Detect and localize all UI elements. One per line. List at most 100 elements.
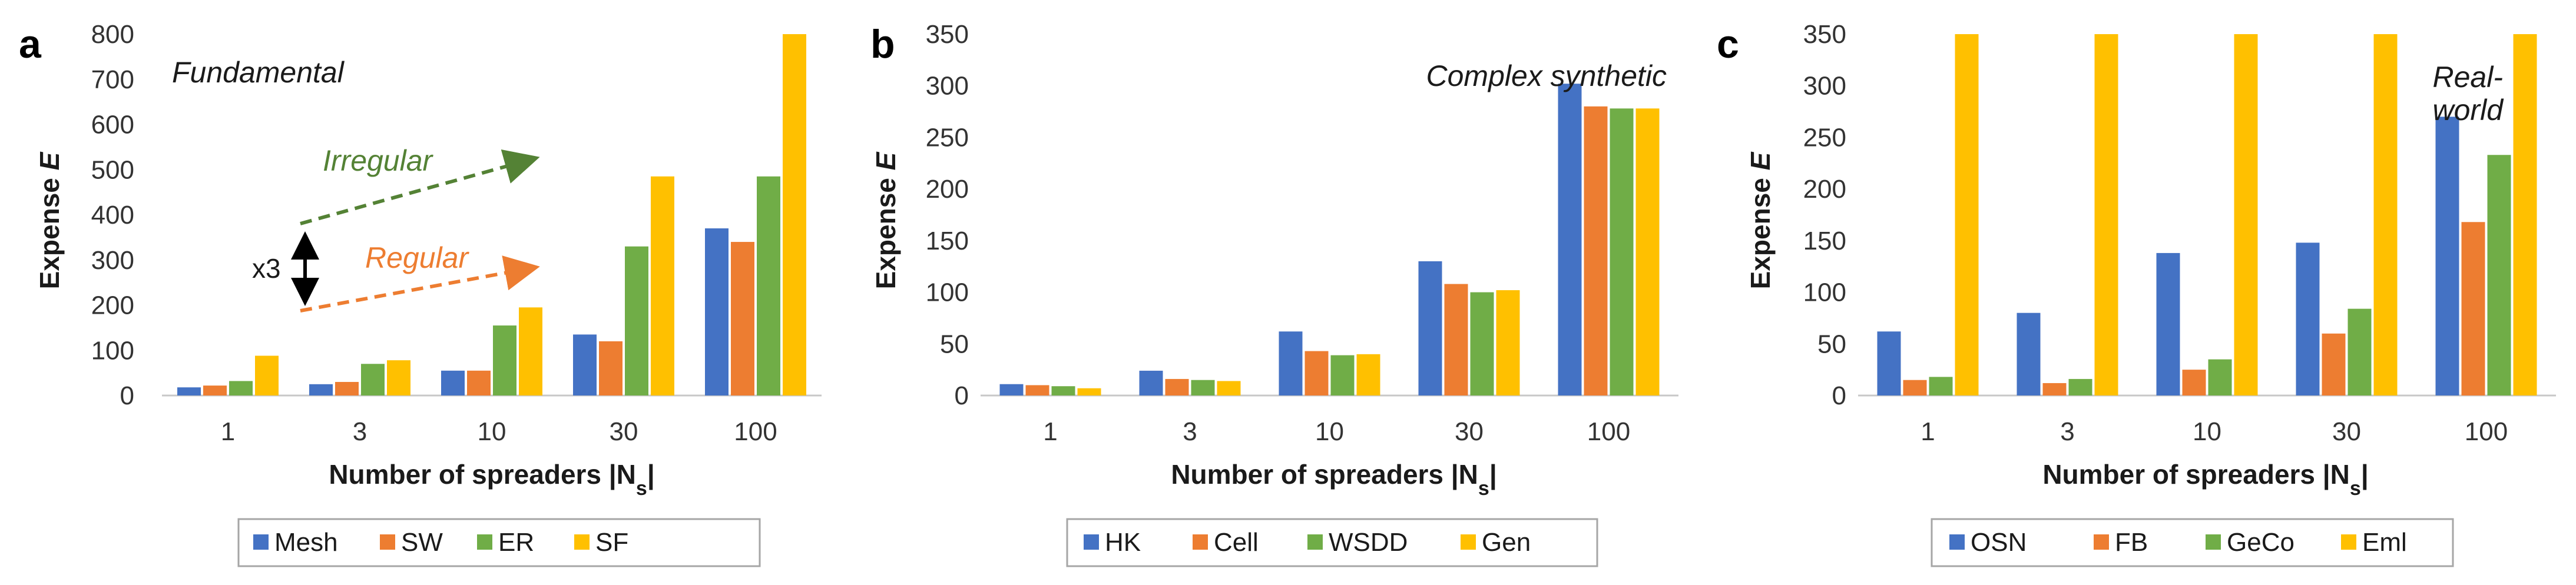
panel-c-bar-eml-1 — [1955, 34, 1979, 395]
panel-a-ytick-label: 800 — [91, 20, 134, 49]
panel-a-xticks: 1 3 10 30 100 — [221, 417, 777, 446]
panel-c-legend-label-eml: Eml — [2362, 528, 2407, 557]
panel-c-ytick-label: 250 — [1803, 123, 1846, 152]
panel-c: c 0 50 100 150 200 250 300 350 1 3 10 30 100 Real-w… — [1717, 20, 2556, 567]
panel-c-bar-fb-1 — [1903, 380, 1927, 395]
panel-c-ytick-label: 100 — [1803, 278, 1846, 307]
panel-b-bar-hk-30 — [1418, 261, 1442, 395]
panel-b-legend-box — [1066, 518, 1598, 567]
panel-b-ytick-label: 300 — [926, 72, 969, 101]
panel-a-corner-label: Fundamental — [172, 56, 345, 89]
panel-a-bar-sf-1 — [255, 355, 279, 395]
panel-c-ytick-label: 50 — [1817, 330, 1846, 358]
panel-a-bar-mesh-1 — [177, 387, 201, 395]
panel-a-bar-er-1 — [229, 381, 253, 395]
panel-b-bar-wsdd-30 — [1470, 292, 1494, 395]
panel-a-xtick-label: 3 — [353, 417, 367, 446]
panel-c-legend-swatch-osn — [1949, 534, 1965, 550]
panel-a: a 0 100 200 300 400 500 600 700 800 1 3 10 30 100 Fu… — [19, 20, 822, 567]
panel-c-legend-swatch-geco — [2206, 534, 2221, 550]
panel-a-ytick-label: 0 — [120, 381, 134, 410]
panel-b-xtick-label: 30 — [1455, 417, 1484, 446]
panel-c-bar-eml-100 — [2513, 34, 2537, 395]
panel-a-legend-swatch-mesh — [253, 534, 269, 550]
panel-a-bar-er-30 — [625, 246, 648, 395]
panel-a-ytick-label: 600 — [91, 111, 134, 139]
panel-c-xtick-label: 30 — [2332, 417, 2361, 446]
panel-a-bar-mesh-30 — [573, 334, 597, 395]
panel-c-bar-fb-100 — [2461, 222, 2485, 395]
panel-c-legend-label-osn: OSN — [1971, 528, 2027, 557]
panel-b-legend-swatch-wsdd — [1307, 534, 1323, 550]
panel-b-bar-gen-3 — [1217, 381, 1241, 395]
panel-a-legend: Mesh SW ER SF — [253, 528, 628, 557]
panel-a-legend-swatch-sf — [574, 534, 590, 550]
panel-b-ylabel: Expense E — [870, 151, 901, 289]
panel-b-bar-cell-100 — [1584, 106, 1608, 396]
panel-c-bar-fb-10 — [2182, 370, 2206, 395]
panel-c-legend-label-fb: FB — [2115, 528, 2148, 557]
panel-c-yticks: 0 50 100 150 200 250 300 350 — [1803, 20, 1846, 410]
panel-a-bar-mesh-10 — [441, 370, 465, 395]
panel-b-bar-gen-10 — [1356, 354, 1380, 395]
panel-a-bar-mesh-3 — [309, 384, 333, 395]
panel-b-legend-label-cell: Cell — [1214, 528, 1259, 557]
panel-b-ytick-label: 250 — [926, 123, 969, 152]
panel-c-xlabel: Number of spreaders |Ns| — [2042, 459, 2368, 500]
panel-a-bars — [177, 34, 806, 395]
panel-a-bar-sf-30 — [651, 176, 674, 395]
panel-c-bar-fb-3 — [2042, 383, 2067, 395]
x3-label: x3 — [252, 253, 281, 284]
panel-c-ytick-label: 0 — [1832, 381, 1846, 410]
panel-c-xtick-label: 100 — [2465, 417, 2508, 446]
panel-b-bar-wsdd-1 — [1051, 386, 1075, 395]
panel-c-bar-eml-30 — [2373, 34, 2398, 395]
panel-c-letter: c — [1717, 22, 1739, 67]
panel-b-bar-cell-3 — [1165, 378, 1189, 395]
panel-a-bar-er-3 — [361, 364, 385, 395]
panel-c-ytick-label: 150 — [1803, 227, 1846, 255]
panel-b-yticks: 0 50 100 150 200 250 300 350 — [926, 20, 969, 410]
panel-b-bar-wsdd-3 — [1191, 380, 1215, 395]
panel-b-ytick-label: 350 — [926, 20, 969, 49]
panel-c-bar-osn-30 — [2296, 242, 2320, 395]
irregular-arrow — [300, 149, 540, 225]
panel-b-bar-hk-10 — [1279, 331, 1303, 395]
panel-c-bar-geco-30 — [2347, 308, 2372, 395]
panel-c-bar-osn-100 — [2435, 117, 2459, 396]
panel-a-ytick-label: 300 — [91, 246, 134, 275]
panel-c-xtick-label: 10 — [2193, 417, 2221, 446]
panel-a-ytick-label: 400 — [91, 201, 134, 230]
irregular-label: Irregular — [323, 144, 434, 177]
panel-b-legend-swatch-cell — [1193, 534, 1208, 550]
panel-c-bar-geco-1 — [1929, 377, 1953, 395]
panel-b-legend-swatch-hk — [1084, 534, 1099, 550]
panel-a-xtick-label: 100 — [734, 417, 777, 446]
panel-a-ytick-label: 700 — [91, 65, 134, 94]
panel-c-ytick-label: 300 — [1803, 72, 1846, 101]
panel-b-bar-hk-3 — [1139, 370, 1163, 395]
panel-b: b 0 50 100 150 200 250 300 350 1 3 10 30 100 Comple… — [870, 20, 1678, 567]
panel-b-legend-label-hk: HK — [1105, 528, 1141, 557]
panel-c-xticks: 1 3 10 30 100 — [1921, 417, 2508, 446]
panel-c-bar-geco-3 — [2068, 378, 2092, 395]
panel-a-ytick-label: 200 — [91, 291, 134, 320]
panel-b-bar-gen-1 — [1077, 388, 1101, 395]
panel-b-bar-wsdd-100 — [1610, 108, 1634, 395]
panel-b-bar-hk-1 — [999, 384, 1024, 395]
panel-b-xtick-label: 100 — [1587, 417, 1630, 446]
panel-c-bar-osn-3 — [2017, 313, 2041, 395]
panel-c-legend-swatch-fb — [2094, 534, 2109, 550]
panel-b-ytick-label: 50 — [940, 330, 969, 358]
panel-a-bar-sf-10 — [519, 307, 542, 395]
regular-label: Regular — [365, 241, 469, 274]
panel-a-legend-label-sf: SF — [595, 528, 628, 557]
panel-a-bar-sw-30 — [599, 341, 623, 395]
panel-b-ytick-label: 200 — [926, 175, 969, 204]
panel-b-ytick-label: 150 — [926, 227, 969, 255]
panel-a-bar-sw-100 — [731, 242, 754, 395]
panel-a-bar-sf-3 — [387, 360, 410, 395]
panel-c-ytick-label: 200 — [1803, 175, 1846, 204]
panel-c-xtick-label: 3 — [2060, 417, 2074, 446]
panel-a-ytick-label: 100 — [91, 336, 134, 365]
